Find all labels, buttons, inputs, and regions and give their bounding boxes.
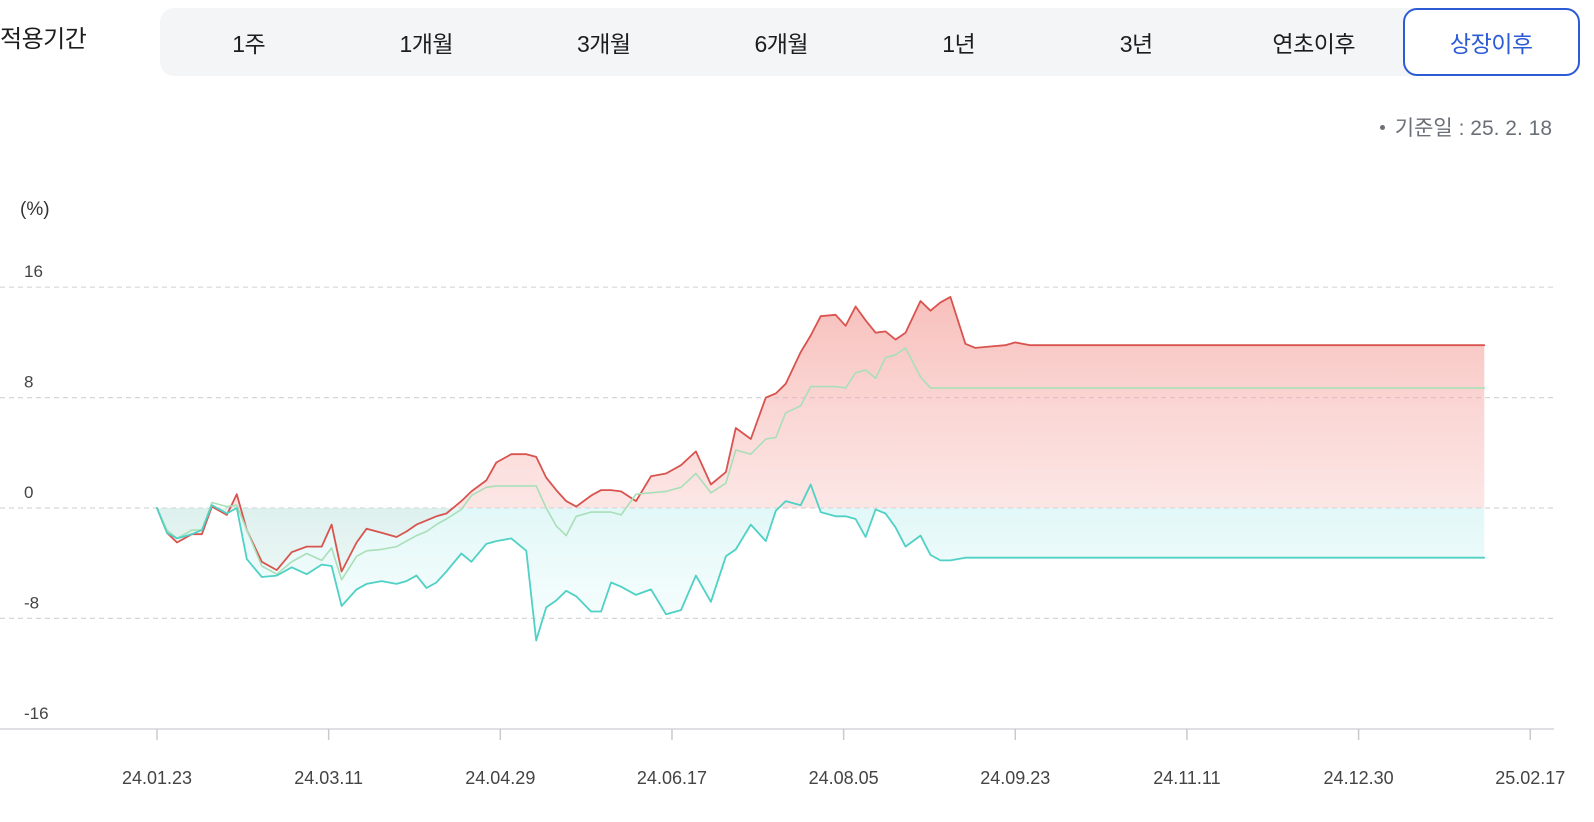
label-layer: (%) 16 8 0 -8 -16 24.01.23 24.03.11 24.04.29 24.0… (20, 199, 1565, 788)
y-tick-label: 16 (24, 262, 43, 281)
x-tick-label: 24.03.11 (294, 768, 363, 788)
reference-date-text: 기준일 : 25. 2. 18 (1394, 117, 1552, 140)
x-tick-label: 24.08.05 (809, 768, 879, 788)
period-selector: 적용기간 1주 1개월 3개월 6개월 1년 3년 연초이후 상장이후 (0, 8, 1594, 76)
period-label: 적용기간 (0, 26, 87, 53)
tab-ytd[interactable]: 연초이후 (1272, 31, 1356, 57)
reference-date: 기준일 : 25. 2. 18 (1379, 112, 1552, 142)
x-tick-label: 24.04.29 (465, 768, 535, 788)
tab-1year[interactable]: 1년 (942, 31, 976, 57)
period-tabs: 1주 1개월 3개월 6개월 1년 3년 연초이후 상장이후 (160, 8, 1580, 76)
series-teal-line (156, 483, 1486, 642)
negative-area (157, 508, 1485, 641)
bullet-icon (1379, 124, 1385, 130)
positive-area (157, 296, 1485, 508)
tab-6months[interactable]: 6개월 (754, 31, 809, 57)
y-tick-label: -16 (24, 704, 49, 723)
x-tick-label: 24.09.23 (980, 768, 1050, 788)
area-layer (157, 296, 1485, 641)
y-tick-label: 0 (24, 483, 33, 502)
y-tick-label: -8 (24, 593, 39, 612)
x-tick-label: 24.11.11 (1153, 768, 1220, 788)
series-green-line (156, 347, 1486, 581)
tab-1week[interactable]: 1주 (232, 31, 266, 57)
x-tick-label: 24.06.17 (637, 768, 707, 788)
tab-1month[interactable]: 1개월 (399, 31, 454, 57)
x-tick-label: 25.02.17 (1495, 768, 1565, 788)
tab-3months[interactable]: 3개월 (576, 31, 631, 57)
y-unit-label: (%) (20, 199, 50, 220)
y-tick-label: 8 (24, 373, 33, 392)
x-tick-label: 24.01.23 (122, 768, 192, 788)
tab-since-listing[interactable]: 상장이후 (1402, 8, 1580, 76)
line-layer (156, 296, 1486, 642)
x-tick-label: 24.12.30 (1324, 768, 1394, 788)
tab-3years[interactable]: 3년 (1119, 31, 1153, 57)
series-red-line (156, 296, 1486, 573)
overlap-area (157, 508, 1485, 572)
